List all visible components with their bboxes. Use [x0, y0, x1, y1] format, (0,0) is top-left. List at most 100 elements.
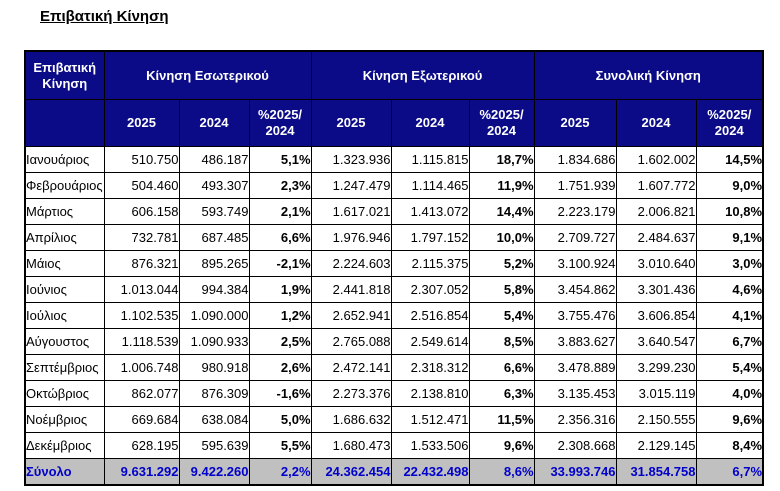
percent-cell: 3,0% — [695, 250, 764, 277]
table-row: Οκτώβριος 862.077 876.309 -1,6% 2.273.376 2.1… — [24, 380, 764, 407]
value-cell: 486.187 — [178, 146, 250, 173]
year-header-2024: 2024 — [178, 99, 250, 147]
value-cell: 3.301.436 — [615, 276, 697, 303]
value-cell: 2.223.179 — [533, 198, 617, 225]
value-cell: 1.751.939 — [533, 172, 617, 199]
group-header-total: Συνολική Κίνηση — [533, 50, 764, 100]
percent-cell: 9,6% — [468, 432, 535, 459]
blank-header-cell — [24, 99, 105, 147]
percent-cell: 2,5% — [248, 328, 312, 355]
value-cell: 1.114.465 — [390, 172, 470, 199]
total-label: Σύνολο — [24, 458, 105, 486]
month-label: Ιούλιος — [24, 302, 105, 329]
percent-cell: -2,1% — [248, 250, 312, 277]
month-label: Αύγουστος — [24, 328, 105, 355]
value-cell: 2.549.614 — [390, 328, 470, 355]
percent-cell: 6,3% — [468, 380, 535, 407]
percent-cell: 2,1% — [248, 198, 312, 225]
value-cell: 1.013.044 — [103, 276, 180, 303]
year-header-2024: 2024 — [615, 99, 697, 147]
value-cell: 1.090.933 — [178, 328, 250, 355]
value-cell: 33.993.746 — [533, 458, 617, 486]
table-row: Μάρτιος 606.158 593.749 2,1% 1.617.021 1.413.… — [24, 198, 764, 225]
month-label: Φεβρουάριος — [24, 172, 105, 199]
percent-cell: 14,4% — [468, 198, 535, 225]
value-cell: 493.307 — [178, 172, 250, 199]
percent-cell: 1,9% — [248, 276, 312, 303]
value-cell: 2.484.637 — [615, 224, 697, 251]
table-row: Απρίλιος 732.781 687.485 6,6% 1.976.946 1.797… — [24, 224, 764, 251]
percent-cell: 9,0% — [695, 172, 764, 199]
percent-cell: 6,7% — [695, 458, 764, 486]
value-cell: 1.247.479 — [310, 172, 392, 199]
passenger-traffic-table: Επιβατική Κίνηση Κίνηση Εσωτερικού Κίνησ… — [24, 50, 765, 486]
percent-cell: 14,5% — [695, 146, 764, 173]
value-cell: 1.090.000 — [178, 302, 250, 329]
value-cell: 638.084 — [178, 406, 250, 433]
year-header-2025: 2025 — [533, 99, 617, 147]
table-row: Δεκέμβριος 628.195 595.639 5,5% 1.680.473 1.5… — [24, 432, 764, 459]
group-header-domestic: Κίνηση Εσωτερικού — [103, 50, 312, 100]
value-cell: 2.652.941 — [310, 302, 392, 329]
value-cell: 1.413.072 — [390, 198, 470, 225]
value-cell: 1.686.632 — [310, 406, 392, 433]
value-cell: 504.460 — [103, 172, 180, 199]
value-cell: 2.224.603 — [310, 250, 392, 277]
value-cell: 606.158 — [103, 198, 180, 225]
value-cell: 1.602.002 — [615, 146, 697, 173]
percent-cell: 10,0% — [468, 224, 535, 251]
percent-cell: 6,6% — [248, 224, 312, 251]
percent-cell: 6,7% — [695, 328, 764, 355]
value-cell: 3.010.640 — [615, 250, 697, 277]
percent-cell: 5,4% — [695, 354, 764, 381]
value-cell: 2.441.818 — [310, 276, 392, 303]
percent-cell: 1,2% — [248, 302, 312, 329]
percent-cell: 5,0% — [248, 406, 312, 433]
table-row: Νοέμβριος 669.684 638.084 5,0% 1.686.632 1.51… — [24, 406, 764, 433]
percent-cell: 5,5% — [248, 432, 312, 459]
value-cell: 2.138.810 — [390, 380, 470, 407]
value-cell: 9.422.260 — [178, 458, 250, 486]
total-row: Σύνολο 9.631.292 9.422.260 2,2% 24.362.454 22… — [24, 458, 764, 486]
table-row: Φεβρουάριος 504.460 493.307 2,3% 1.247.479 1.… — [24, 172, 764, 199]
percent-cell: 8,4% — [695, 432, 764, 459]
value-cell: 3.100.924 — [533, 250, 617, 277]
corner-header: Επιβατική Κίνηση — [24, 50, 105, 100]
value-cell: 876.321 — [103, 250, 180, 277]
value-cell: 687.485 — [178, 224, 250, 251]
value-cell: 1.102.535 — [103, 302, 180, 329]
table-row: Ιανουάριος 510.750 486.187 5,1% 1.323.936 1.1… — [24, 146, 764, 173]
value-cell: 1.607.772 — [615, 172, 697, 199]
percent-cell: 4,6% — [695, 276, 764, 303]
percent-cell: 8,6% — [468, 458, 535, 486]
value-cell: 3.015.119 — [615, 380, 697, 407]
year-header-percent: %2025/ 2024 — [695, 99, 764, 147]
table-row: Αύγουστος 1.118.539 1.090.933 2,5% 2.765.088… — [24, 328, 764, 355]
table-row: Ιούνιος 1.013.044 994.384 1,9% 2.441.818 2.30… — [24, 276, 764, 303]
year-header-2024: 2024 — [390, 99, 470, 147]
value-cell: 2.472.141 — [310, 354, 392, 381]
value-cell: 980.918 — [178, 354, 250, 381]
value-cell: 876.309 — [178, 380, 250, 407]
value-cell: 1.115.815 — [390, 146, 470, 173]
percent-cell: 18,7% — [468, 146, 535, 173]
value-cell: 3.135.453 — [533, 380, 617, 407]
month-label: Νοέμβριος — [24, 406, 105, 433]
value-cell: 2.129.145 — [615, 432, 697, 459]
percent-cell: 11,5% — [468, 406, 535, 433]
table-row: Ιούλιος 1.102.535 1.090.000 1,2% 2.652.941 2.… — [24, 302, 764, 329]
value-cell: 593.749 — [178, 198, 250, 225]
value-cell: 1.512.471 — [390, 406, 470, 433]
value-cell: 22.432.498 — [390, 458, 470, 486]
value-cell: 3.606.854 — [615, 302, 697, 329]
group-header-international: Κίνηση Εξωτερικού — [310, 50, 535, 100]
percent-cell: 5,1% — [248, 146, 312, 173]
value-cell: 2.765.088 — [310, 328, 392, 355]
value-cell: 1.118.539 — [103, 328, 180, 355]
value-cell: 1.617.021 — [310, 198, 392, 225]
percent-cell: 4,1% — [695, 302, 764, 329]
page-title: Επιβατική Κίνηση — [40, 8, 169, 25]
value-cell: 3.454.862 — [533, 276, 617, 303]
value-cell: 1.834.686 — [533, 146, 617, 173]
